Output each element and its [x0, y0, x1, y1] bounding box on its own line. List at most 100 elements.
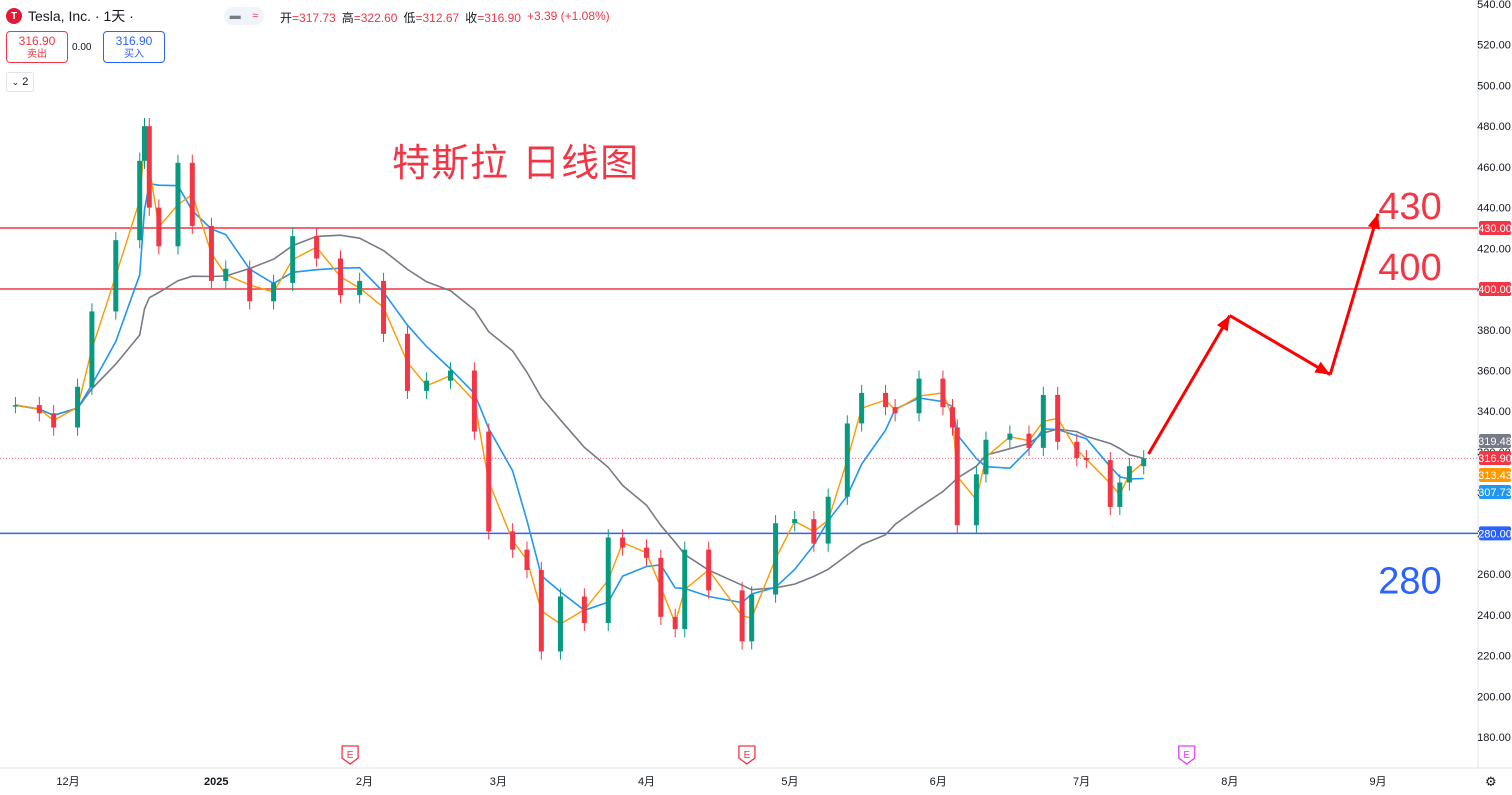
time-tick-label: 7月 [1073, 776, 1090, 788]
candle-body [1141, 458, 1147, 467]
candle-body [141, 126, 147, 161]
price-tag-label: 307.73 [1478, 487, 1512, 499]
candle-body [844, 423, 850, 497]
candle-body [290, 236, 296, 283]
candle-body [644, 547, 650, 558]
candle-body [1040, 394, 1046, 448]
time-tick-label: 4月 [638, 776, 655, 788]
candle-body [749, 594, 755, 642]
indicator-count: 2 [22, 76, 29, 88]
candle-body [983, 439, 989, 475]
level-annotation: 280 [1378, 560, 1441, 602]
candle-body [1074, 441, 1080, 459]
candle-body [486, 431, 492, 532]
price-tag-label: 316.90 [1478, 453, 1512, 465]
time-tick-label: 8月 [1221, 776, 1238, 788]
candle-body [113, 240, 119, 312]
candle-body [892, 407, 898, 414]
buy-label: 买入 [124, 49, 144, 60]
candle-body [672, 616, 678, 630]
projection-arrowhead [1367, 213, 1380, 230]
candle-body [51, 413, 57, 428]
time-tick-label: 5月 [781, 776, 798, 788]
candle-body [739, 590, 745, 642]
ohlc-open: 开=317.73 [280, 11, 336, 25]
candle-body [538, 570, 544, 652]
price-tick-label: 380.00 [1477, 325, 1511, 337]
buy-price: 316.90 [115, 34, 153, 48]
gear-icon[interactable]: ⚙ [1485, 774, 1497, 789]
level-annotation: 400 [1378, 247, 1441, 289]
earnings-marker [1178, 745, 1196, 765]
symbol-header[interactable]: T Tesla, Inc. · 1天 · [6, 6, 134, 26]
candle-body [189, 162, 195, 226]
candle-body [605, 537, 611, 623]
bar-style-icon[interactable]: ▬ [229, 10, 241, 22]
chevron-down-icon: ⌄ [11, 76, 20, 87]
buy-button[interactable]: 316.90 买入 [103, 31, 165, 63]
sell-button[interactable]: 316.90 卖出 [6, 31, 68, 63]
ma-fast-line [15, 143, 1145, 626]
tesla-logo-icon: T [6, 8, 22, 24]
price-tag-label: 319.48 [1478, 436, 1512, 448]
ohlc-change: +3.39 (+1.08%) [526, 9, 610, 23]
candle-body [1126, 466, 1132, 483]
ohlc-high: 高=322.60 [341, 11, 398, 25]
price-tick-label: 500.00 [1477, 80, 1511, 92]
candle-body [357, 280, 363, 296]
earnings-marker-label: E [744, 750, 751, 761]
time-tick-label: 6月 [930, 776, 947, 788]
candle-body [314, 236, 320, 259]
candle-body [404, 333, 410, 391]
symbol-title[interactable]: Tesla, Inc. · 1天 · [28, 8, 134, 24]
candle-body [89, 311, 95, 387]
candle-body [208, 225, 214, 281]
earnings-marker-label: E [347, 750, 354, 761]
candle-body [954, 427, 960, 526]
spread-value: 0.00 [72, 42, 92, 53]
level-annotation: 430 [1378, 186, 1441, 228]
candle-body [811, 519, 817, 544]
indicators-toggle[interactable]: ⌄ 2 [6, 72, 34, 92]
ohlc-close: 收=316.90 [465, 11, 521, 25]
candle-body [1026, 433, 1032, 448]
candle-body [916, 378, 922, 414]
level-tag-label: 430.00 [1478, 223, 1512, 235]
ohlc-low: 低=312.67 [403, 11, 460, 25]
price-tick-label: 180.00 [1477, 732, 1511, 744]
time-tick-label: 2月 [356, 776, 373, 788]
price-tick-label: 220.00 [1477, 651, 1511, 663]
candle-body [156, 207, 162, 247]
projection-segment [1229, 314, 1331, 376]
candle-body [510, 531, 516, 550]
price-tick-label: 480.00 [1477, 121, 1511, 133]
time-tick-label: 12月 [56, 776, 79, 788]
price-tick-label: 420.00 [1477, 243, 1511, 255]
candle-body [1117, 482, 1123, 507]
candle-body [949, 407, 955, 428]
price-tag-bg [1479, 485, 1511, 499]
price-tick-label: 340.00 [1477, 406, 1511, 418]
sell-price: 316.90 [18, 34, 56, 48]
price-tag-label: 313.43 [1478, 470, 1512, 482]
candle-body [557, 596, 563, 652]
line-style-icon[interactable]: ≈ [252, 10, 259, 22]
candle-body [137, 160, 143, 241]
level-tag-label: 280.00 [1478, 528, 1512, 540]
candle-body [424, 380, 430, 391]
candle-body [706, 549, 712, 591]
price-tag-bg [1479, 434, 1511, 448]
time-tick-label: 2025 [204, 776, 228, 788]
price-tick-label: 200.00 [1477, 691, 1511, 703]
candle-body [940, 378, 946, 408]
candle-body [1107, 460, 1113, 507]
earnings-marker [341, 745, 359, 765]
candle-body [883, 392, 889, 408]
candle-body [825, 496, 831, 544]
candle-body [271, 282, 277, 302]
candle-body [581, 596, 587, 623]
price-tick-label: 460.00 [1477, 162, 1511, 174]
chart-style-toggle[interactable]: ▬ ≈ [224, 7, 264, 25]
candle-body [36, 405, 42, 414]
